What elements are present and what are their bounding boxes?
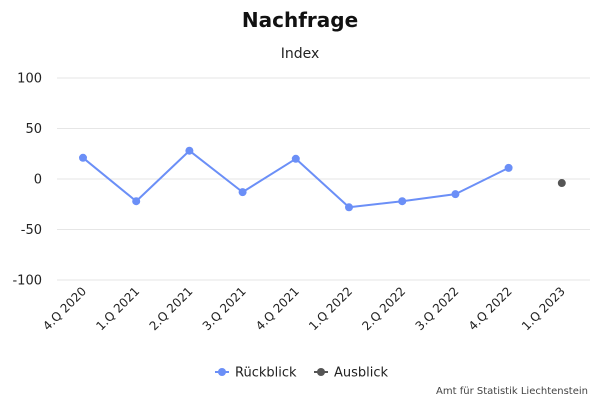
data-point[interactable] [238,188,247,197]
data-point[interactable] [398,197,407,206]
data-point[interactable] [185,146,194,155]
y-axis-ticks: 100 50 0 -50 -100 [12,72,42,289]
x-tick-label: 3.Q 2021 [200,284,249,333]
x-tick-label: 4.Q 2022 [466,284,515,333]
data-point[interactable] [345,203,353,212]
x-tick-label: 4.Q 2020 [40,284,89,333]
legend-marker [317,368,325,376]
chart-title: Nachfrage [242,8,358,32]
x-tick-label: 3.Q 2022 [413,284,462,333]
series-layer [79,146,566,212]
y-tick-label: -50 [21,223,42,238]
y-tick-label: 100 [17,72,42,87]
legend-label: Rückblick [235,366,297,381]
x-tick-label: 1.Q 2021 [93,284,142,333]
y-tick-label: 0 [34,173,42,188]
y-tick-label: -100 [12,274,42,289]
chart-credit: Amt für Statistik Liechtenstein [436,386,588,397]
data-point[interactable] [291,154,300,163]
x-tick-label: 1.Q 2023 [519,284,568,333]
legend-label: Ausblick [334,366,389,381]
data-point[interactable] [451,190,460,199]
data-point[interactable] [79,153,87,162]
x-axis-ticks: 4.Q 2020 1.Q 2021 2.Q 2021 3.Q 2021 4.Q 2021… [40,284,568,333]
x-tick-label: 2.Q 2022 [359,284,408,333]
data-point[interactable] [132,197,141,206]
x-tick-label: 4.Q 2021 [253,284,302,333]
x-tick-label: 2.Q 2021 [147,284,196,333]
x-tick-label: 1.Q 2022 [306,284,355,333]
legend-item-1[interactable]: Ausblick [314,366,389,381]
y-tick-label: 50 [25,122,42,137]
legend-item-0[interactable]: Rückblick [215,366,297,381]
data-point[interactable] [504,163,513,172]
legend-marker [218,368,226,376]
gridlines [57,77,590,281]
chart-subtitle: Index [281,46,320,62]
legend: Rückblick Ausblick [215,366,389,381]
data-point[interactable] [557,179,566,188]
